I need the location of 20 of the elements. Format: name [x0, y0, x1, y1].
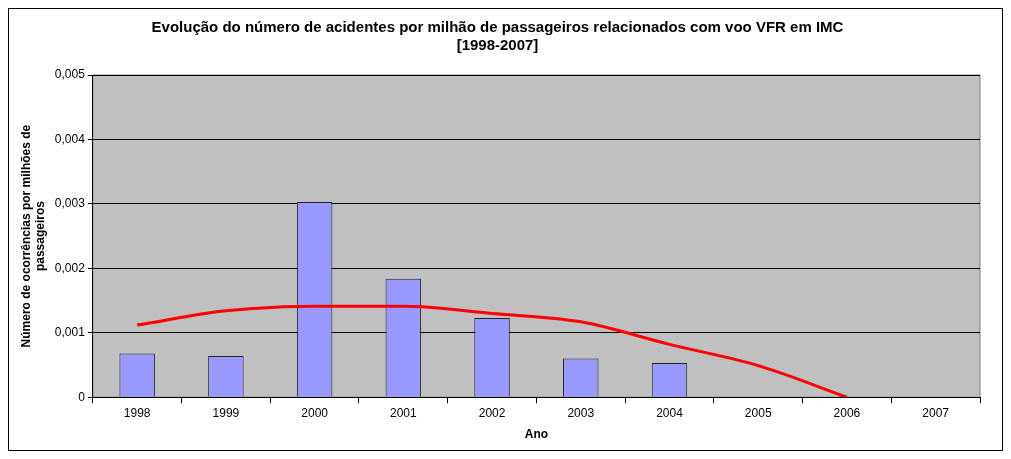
x-tick-label: 2002 [478, 405, 506, 420]
line-series [135, 304, 849, 398]
chart-title: Evolução do número de acidentes por milhão de passageiros relacionados com voo VFR em IMC [1998-2007] [151, 18, 844, 54]
y-tick-label: 0,002 [54, 260, 86, 275]
x-tick-label: 2004 [656, 405, 684, 420]
y-tick-label: 0 [78, 389, 86, 404]
x-tick-label: 2003 [567, 405, 595, 420]
y-axis-title: Número de ocorrências por milhões de passageiros [18, 124, 47, 348]
x-tick-label: 1998 [123, 405, 151, 420]
x-tick-label: 2005 [744, 405, 772, 420]
x-tick-label: 1999 [212, 405, 240, 420]
x-tick-label: 2000 [301, 405, 329, 420]
y-tick-label: 0,004 [54, 131, 86, 146]
y-tick-label: 0,001 [54, 325, 86, 340]
x-tick-label: 2006 [833, 405, 861, 420]
y-tick-label: 0,003 [54, 196, 86, 211]
x-axis-title: Ano [524, 427, 549, 442]
x-tick-label: 2001 [389, 405, 418, 420]
x-tick-label: 2007 [922, 405, 950, 420]
y-tick-label: 0,005 [54, 67, 86, 82]
